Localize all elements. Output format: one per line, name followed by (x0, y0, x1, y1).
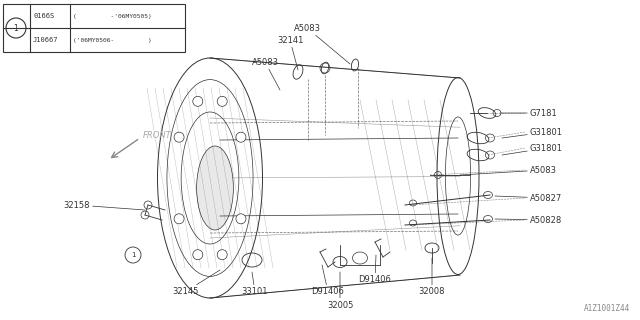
Text: D91406: D91406 (312, 265, 344, 297)
Text: 32008: 32008 (419, 258, 445, 297)
Text: A1Z1001Z44: A1Z1001Z44 (584, 304, 630, 313)
Text: FRONT: FRONT (143, 131, 172, 140)
Text: 32145: 32145 (172, 270, 220, 297)
Circle shape (217, 250, 227, 260)
Text: 1: 1 (131, 252, 135, 258)
Circle shape (174, 132, 184, 142)
Circle shape (6, 18, 26, 38)
Polygon shape (210, 58, 460, 298)
Bar (3, 4, 185, 52)
Text: A5083: A5083 (294, 23, 350, 64)
Text: A50827: A50827 (495, 194, 563, 203)
Ellipse shape (157, 58, 262, 298)
Ellipse shape (437, 77, 479, 275)
Circle shape (217, 96, 227, 106)
Text: J10667: J10667 (33, 37, 58, 43)
Text: 1: 1 (13, 23, 19, 33)
Text: G31801: G31801 (502, 143, 563, 155)
Text: A5083: A5083 (252, 58, 280, 90)
Text: 33101: 33101 (242, 272, 268, 297)
Text: 32141: 32141 (277, 36, 303, 70)
Text: G31801: G31801 (502, 127, 563, 138)
Circle shape (193, 250, 203, 260)
Text: D91406: D91406 (358, 255, 392, 284)
Ellipse shape (196, 146, 234, 230)
Circle shape (236, 132, 246, 142)
Circle shape (174, 214, 184, 224)
Circle shape (193, 96, 203, 106)
Text: ('06MY0506-         ): ('06MY0506- ) (73, 37, 152, 43)
Text: 0166S: 0166S (33, 13, 54, 19)
Text: 32005: 32005 (327, 272, 353, 309)
Text: A5083: A5083 (460, 165, 557, 175)
Circle shape (125, 247, 141, 263)
Text: G7181: G7181 (500, 108, 557, 117)
Text: (         -'06MY0505): ( -'06MY0505) (73, 13, 152, 19)
Text: A50828: A50828 (495, 215, 563, 225)
Text: 32158: 32158 (63, 201, 145, 210)
Circle shape (236, 214, 246, 224)
